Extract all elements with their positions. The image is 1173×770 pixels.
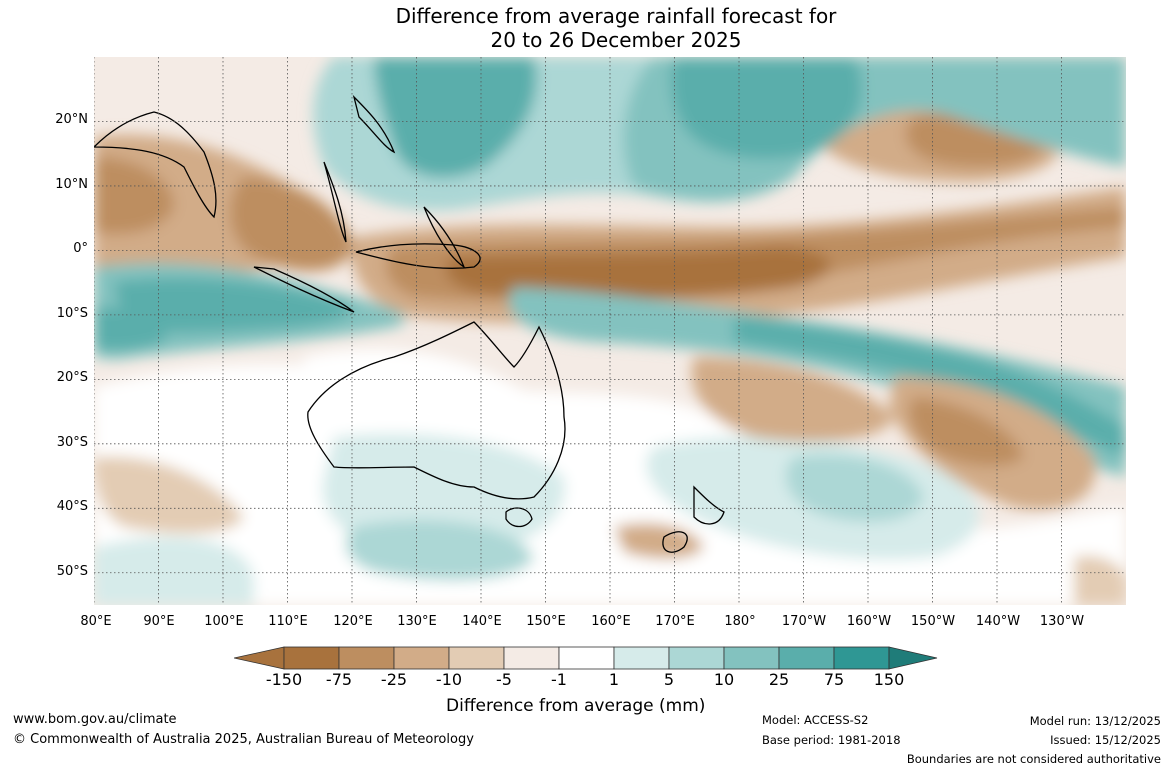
colorbar-segment xyxy=(393,646,450,670)
lat-label-40s: 40°S xyxy=(56,499,88,514)
colorbar-tick: 75 xyxy=(823,670,845,689)
model-run: Model run: 13/12/2025 xyxy=(1029,714,1161,728)
lon-label-160w: 160°W xyxy=(846,614,892,629)
colorbar xyxy=(234,646,938,670)
colorbar-segment xyxy=(503,646,560,670)
lat-label-equator: 0° xyxy=(73,241,88,256)
colorbar-segment xyxy=(778,646,835,670)
lon-label-150e: 150°E xyxy=(526,614,566,629)
lon-label-80e: 80°E xyxy=(80,614,112,629)
colorbar-segment xyxy=(448,646,505,670)
colorbar-segment xyxy=(558,646,615,670)
colorbar-tick: -5 xyxy=(496,670,512,689)
lat-label-30s: 30°S xyxy=(56,435,88,450)
colorbar-tick: -10 xyxy=(435,670,463,689)
colorbar-tick: 150 xyxy=(873,670,905,689)
colorbar-tick: 10 xyxy=(713,670,735,689)
lat-label-50s: 50°S xyxy=(56,564,88,579)
lon-label-170e: 170°E xyxy=(655,614,695,629)
lon-label-90e: 90°E xyxy=(143,614,175,629)
title-line-1: Difference from average rainfall forecas… xyxy=(395,4,837,28)
issued-date: Issued: 15/12/2025 xyxy=(1050,733,1161,747)
lon-label-110e: 110°E xyxy=(268,614,308,629)
coastlines xyxy=(94,94,725,553)
lon-label-150w: 150°W xyxy=(910,614,956,629)
model-name: Model: ACCESS-S2 xyxy=(762,713,869,727)
lon-label-130w: 130°W xyxy=(1039,614,1085,629)
disclaimer: Boundaries are not considered authoritat… xyxy=(906,752,1161,766)
rainfall-anomaly-field xyxy=(94,57,1126,605)
colorbar-extend-high xyxy=(888,646,938,670)
copyright: © Commonwealth of Australia 2025, Austra… xyxy=(13,732,474,747)
lon-label-120e: 120°E xyxy=(333,614,373,629)
lon-label-100e: 100°E xyxy=(204,614,244,629)
chart-title: Difference from average rainfall forecas… xyxy=(0,4,1173,52)
colorbar-title: Difference from average (mm) xyxy=(446,696,706,716)
colorbar-tick: -25 xyxy=(380,670,408,689)
colorbar-tick: -75 xyxy=(325,670,353,689)
lon-label-180: 180° xyxy=(724,614,756,629)
title-line-2: 20 to 26 December 2025 xyxy=(490,28,742,52)
colorbar-segment xyxy=(723,646,780,670)
lon-label-130e: 130°E xyxy=(397,614,437,629)
colorbar-segment xyxy=(338,646,395,670)
colorbar-tick: 1 xyxy=(608,670,620,689)
rainfall-map xyxy=(94,57,1126,605)
lon-label-140w: 140°W xyxy=(975,614,1021,629)
base-period: Base period: 1981-2018 xyxy=(762,733,901,747)
lat-label-10n: 10°N xyxy=(55,177,88,192)
colorbar-segment xyxy=(668,646,725,670)
lat-label-10s: 10°S xyxy=(56,306,88,321)
lat-label-20s: 20°S xyxy=(56,370,88,385)
colorbar-segment xyxy=(283,646,340,670)
colorbar-tick: 5 xyxy=(663,670,675,689)
colorbar-extend-low xyxy=(234,646,285,670)
lon-label-160e: 160°E xyxy=(591,614,631,629)
website-link[interactable]: www.bom.gov.au/climate xyxy=(13,712,177,727)
lon-label-170w: 170°W xyxy=(781,614,827,629)
colorbar-segment xyxy=(833,646,890,670)
colorbar-tick: 25 xyxy=(768,670,790,689)
graticule xyxy=(94,57,1126,605)
colorbar-segment xyxy=(613,646,670,670)
lat-label-20n: 20°N xyxy=(55,112,88,127)
lon-label-140e: 140°E xyxy=(462,614,502,629)
colorbar-tick: -1 xyxy=(551,670,567,689)
colorbar-tick: -150 xyxy=(265,670,303,689)
